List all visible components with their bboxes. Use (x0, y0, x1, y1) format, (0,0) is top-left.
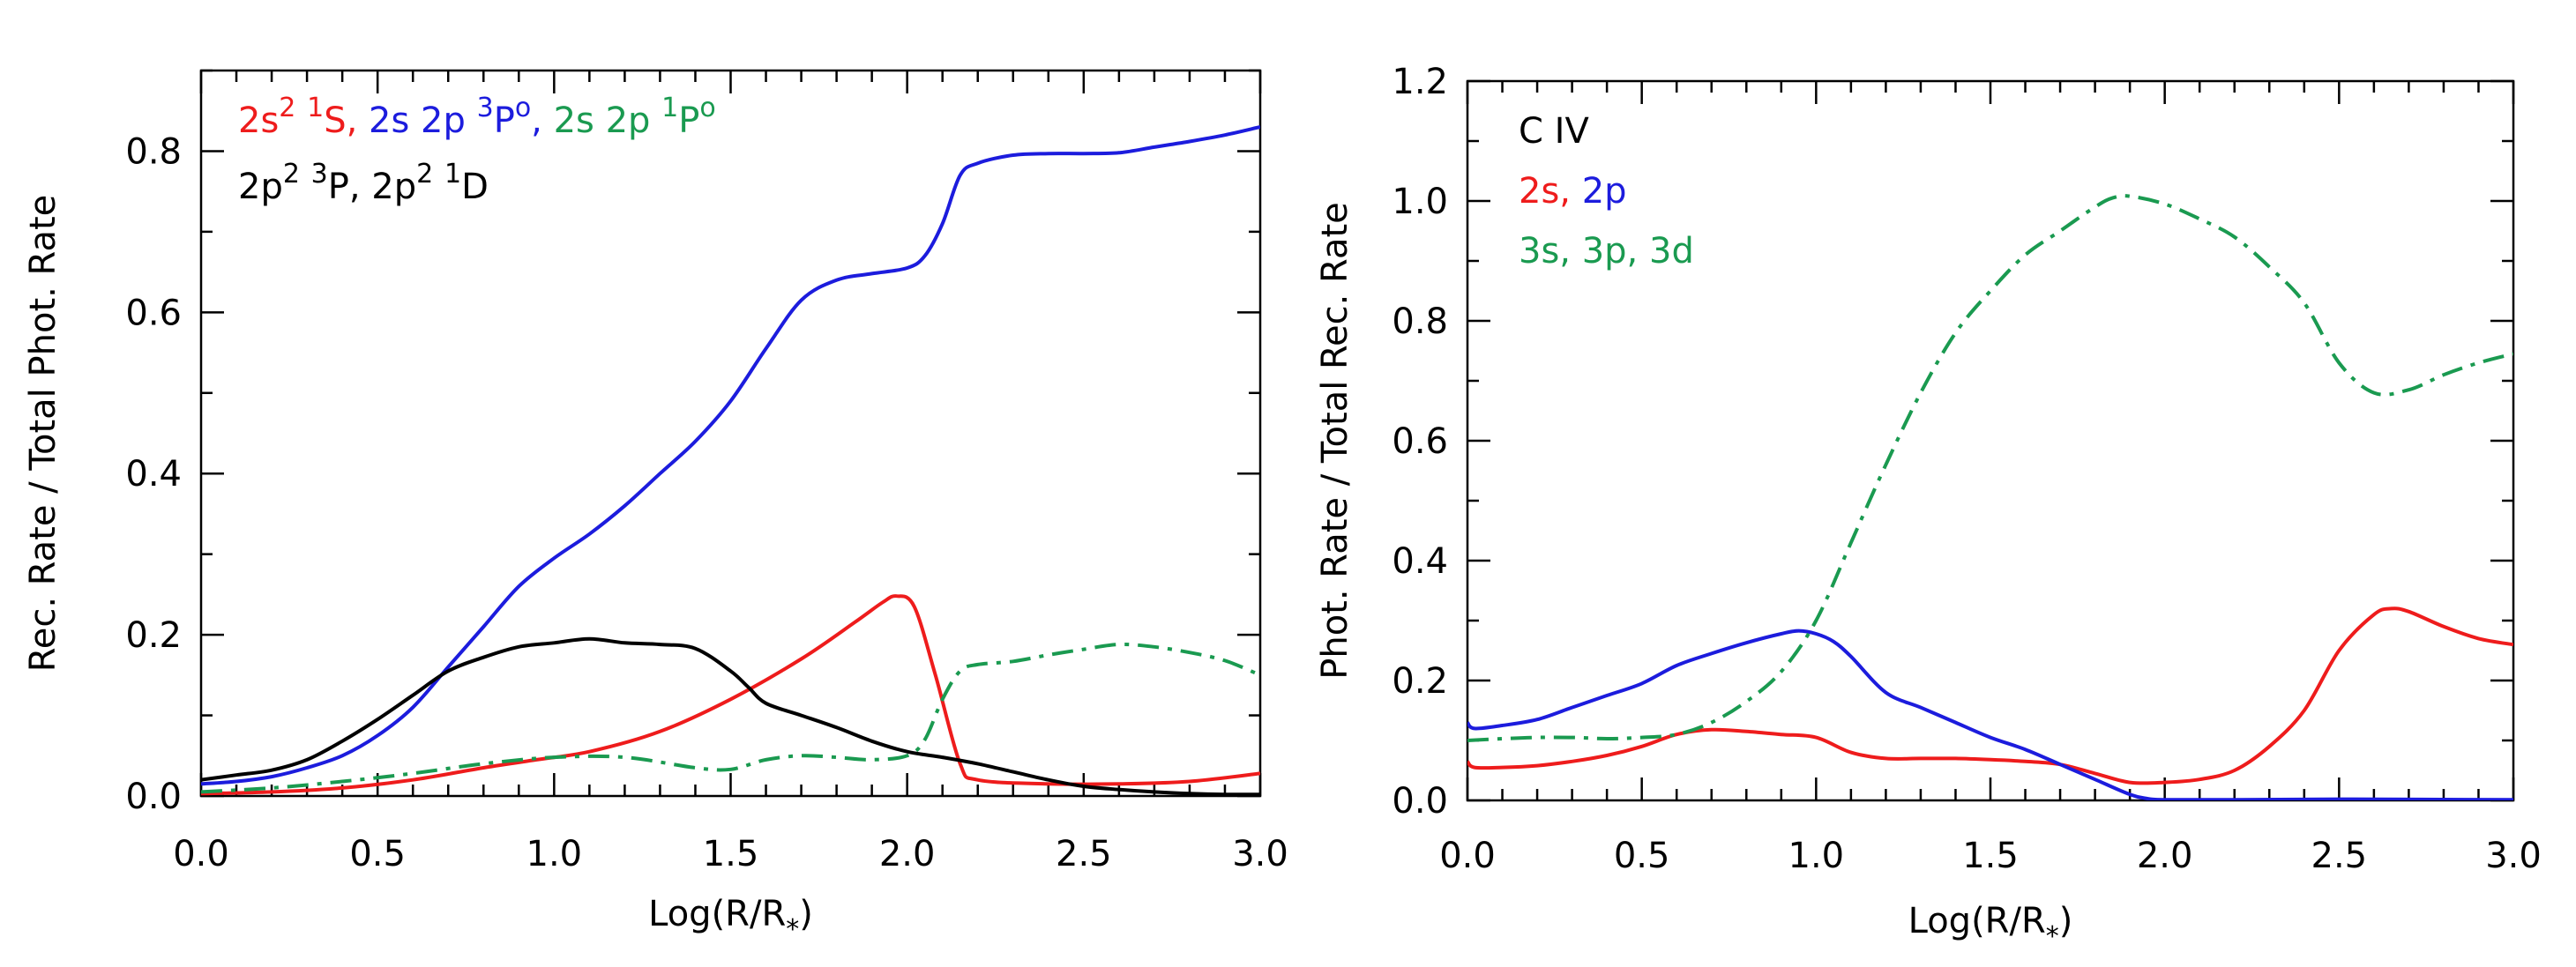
series-group (201, 125, 1260, 796)
series-line-2s (1467, 606, 2513, 785)
series-line-2p2-3p (201, 636, 1260, 796)
series-line-2s2-1s (201, 594, 1260, 796)
x-tick-label: 2.0 (2137, 836, 2193, 876)
legend-line-2: 2p2 3P, 2p2 1D (238, 159, 489, 207)
legend-line-1: C IV (1519, 111, 1589, 152)
y-tick-label: 0.0 (1392, 781, 1448, 822)
x-tick-label: 2.5 (1056, 834, 1112, 874)
series-line-2s-2p-3po (201, 125, 1260, 786)
y-tick-label: 0.2 (125, 615, 182, 656)
y-tick-label: 0.6 (1392, 421, 1448, 462)
y-tick-label: 0.4 (1392, 541, 1448, 582)
y-tick-label: 1.0 (1392, 182, 1448, 222)
legend-line-2: 2s, 2p (1519, 171, 1627, 212)
x-tick-label: 3.0 (2485, 836, 2542, 876)
y-tick-label: 0.4 (125, 454, 182, 495)
y-tick-label: 0.6 (125, 293, 182, 333)
x-tick-label: 2.5 (2311, 836, 2368, 876)
legend-line-3: 3s, 3p, 3d (1519, 231, 1694, 272)
y-axis-title: Phot. Rate / Total Rec. Rate (1315, 202, 1355, 680)
x-tick-label: 1.5 (703, 834, 759, 874)
series-line-2p (1467, 629, 2513, 800)
x-tick-label: 0.5 (349, 834, 406, 874)
x-tick-label: 3.0 (1232, 834, 1288, 874)
x-tick-label: 0.0 (173, 834, 229, 874)
x-axis-title: Log(R/R*) (1908, 901, 2073, 952)
left-chart-panel: 0.0 0.5 1.0 1.5 2.0 2.5 3.0 0.0 0.2 0.4 0.6 0.8 Log(… (23, 69, 1288, 945)
y-axis-title: Rec. Rate / Total Phot. Rate (23, 195, 63, 673)
series-line-2s-2p-1po (201, 643, 1260, 794)
x-tick-label: 1.0 (526, 834, 583, 874)
x-tick-label: 1.0 (1788, 836, 1845, 876)
y-tick-label: 0.0 (125, 777, 182, 817)
x-tick-label: 0.0 (1439, 836, 1496, 876)
x-tick-label: 2.0 (879, 834, 936, 874)
x-tick-label: 1.5 (1962, 836, 2019, 876)
right-chart-panel: 0.0 0.5 1.0 1.5 2.0 2.5 3.0 0.0 0.2 0.4 0.6 0.8 1.0 1… (1315, 62, 2542, 952)
y-tick-label: 1.2 (1392, 62, 1448, 102)
y-tick-label: 0.8 (125, 131, 182, 172)
series-line-3s-3p-3d (1467, 194, 2513, 742)
legend-line-1: 2s2 1S, 2s 2p 3Po, 2s 2p 1Po (238, 93, 716, 141)
series-group (1467, 194, 2513, 800)
x-tick-label: 0.5 (1614, 836, 1670, 876)
y-tick-label: 0.8 (1392, 301, 1448, 342)
x-axis-title: Log(R/R*) (648, 894, 813, 945)
y-tick-label: 0.2 (1392, 661, 1448, 702)
